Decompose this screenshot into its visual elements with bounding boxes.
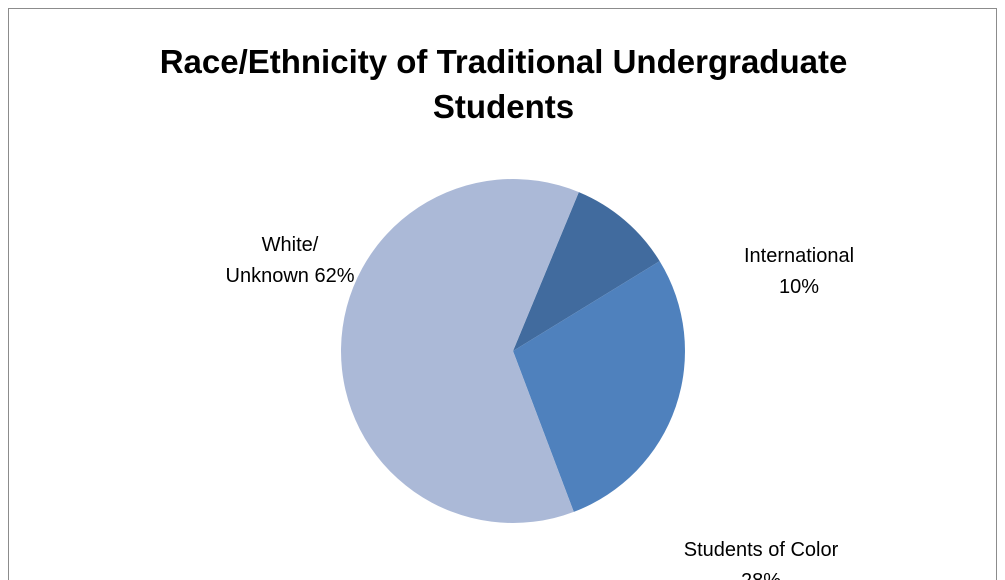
label-white-unknown-line-1: White/ (262, 234, 319, 256)
chart-title-line-1: Race/Ethnicity of Traditional Undergradu… (159, 43, 848, 80)
label-white-unknown: White/Unknown 62% (226, 234, 355, 287)
label-international-line-1: International (744, 245, 854, 267)
chart-title-line-2: Students (432, 88, 575, 125)
chart-title: Race/Ethnicity of Traditional Undergradu… (9, 39, 998, 129)
label-students-of-color-line-2: 28% (741, 570, 781, 580)
slice-white-unknown (341, 179, 579, 524)
slice-international (513, 192, 660, 351)
label-international-line-2: 10% (779, 276, 819, 298)
slice-students-of-color (513, 261, 685, 512)
label-students-of-color-line-1: Students of Color (684, 539, 839, 561)
label-white-unknown-line-2: Unknown 62% (226, 265, 355, 287)
label-students-of-color: Students of Color 28% (684, 539, 839, 580)
label-international: International 10% (744, 245, 854, 298)
